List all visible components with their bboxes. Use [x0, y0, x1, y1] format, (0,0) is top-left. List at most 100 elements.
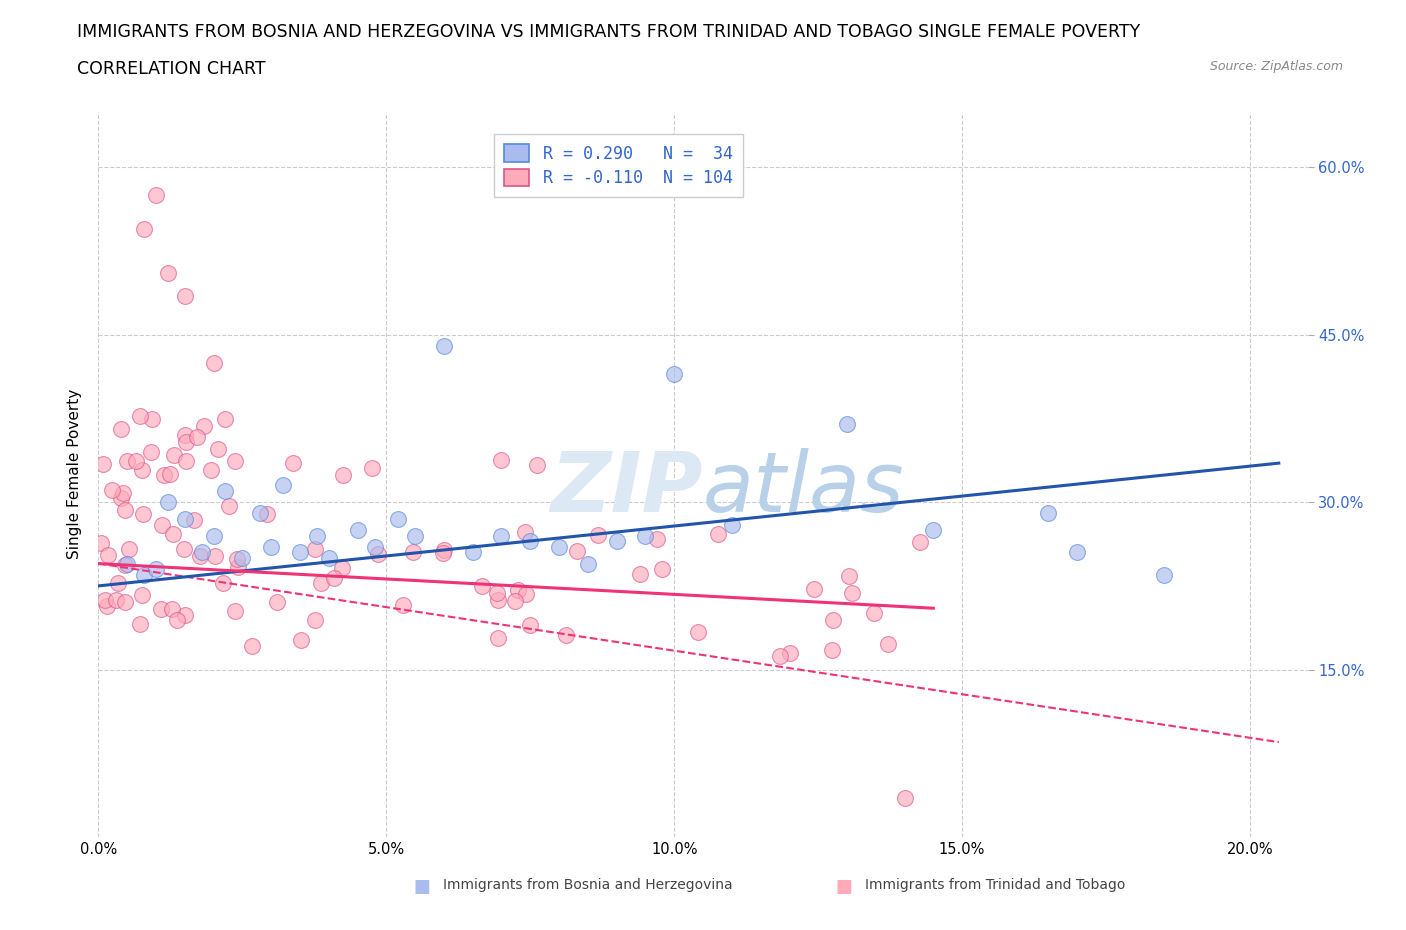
Point	[330, 561, 353, 576]
Point	[224, 453, 246, 468]
Point	[862, 606, 884, 621]
Point	[186, 430, 208, 445]
Point	[1153, 567, 1175, 582]
Point	[260, 539, 283, 554]
Point	[173, 512, 195, 526]
Point	[271, 478, 294, 493]
Point	[94, 593, 117, 608]
Point	[145, 188, 167, 203]
Point	[367, 547, 389, 562]
Point	[93, 457, 115, 472]
Point	[266, 594, 288, 609]
Point	[513, 525, 536, 539]
Text: ZIP: ZIP	[550, 448, 703, 529]
Point	[346, 523, 368, 538]
Point	[156, 495, 179, 510]
Point	[90, 535, 112, 550]
Point	[893, 790, 915, 805]
Text: Immigrants from Bosnia and Herzegovina: Immigrants from Bosnia and Herzegovina	[443, 878, 733, 893]
Point	[204, 549, 226, 564]
Point	[1066, 545, 1088, 560]
Point	[159, 466, 181, 481]
Point	[835, 417, 858, 432]
Point	[586, 528, 609, 543]
Point	[156, 266, 179, 281]
Point	[173, 288, 195, 303]
Point	[141, 445, 163, 459]
Point	[96, 599, 118, 614]
Point	[183, 512, 205, 527]
Point	[134, 221, 156, 236]
Point	[645, 532, 668, 547]
Point	[361, 461, 384, 476]
Point	[153, 468, 176, 483]
Point	[145, 562, 167, 577]
Point	[664, 366, 686, 381]
Point	[214, 411, 236, 426]
Point	[841, 585, 863, 600]
Point	[191, 545, 214, 560]
Point	[526, 458, 548, 472]
Text: Source: ZipAtlas.com: Source: ZipAtlas.com	[1209, 60, 1343, 73]
Point	[226, 551, 249, 566]
Point	[290, 632, 312, 647]
Point	[115, 556, 138, 571]
Point	[707, 526, 730, 541]
Point	[519, 618, 541, 632]
Point	[769, 648, 792, 663]
Point	[114, 502, 136, 517]
Point	[249, 506, 271, 521]
Point	[838, 568, 860, 583]
Point	[110, 491, 132, 506]
Point	[107, 576, 129, 591]
Point	[491, 453, 513, 468]
Point	[821, 613, 844, 628]
Point	[288, 545, 311, 560]
Point	[131, 463, 153, 478]
Point	[150, 517, 173, 532]
Point	[131, 588, 153, 603]
Text: Immigrants from Trinidad and Tobago: Immigrants from Trinidad and Tobago	[865, 878, 1125, 893]
Point	[124, 454, 146, 469]
Point	[565, 544, 588, 559]
Point	[188, 549, 211, 564]
Point	[311, 576, 333, 591]
Point	[202, 528, 225, 543]
Point	[134, 567, 156, 582]
Text: ▪: ▪	[834, 871, 853, 899]
Point	[132, 507, 155, 522]
Point	[218, 498, 240, 513]
Point	[686, 625, 709, 640]
Point	[519, 534, 541, 549]
Point	[174, 434, 197, 449]
Point	[97, 548, 120, 563]
Point	[231, 551, 253, 565]
Point	[110, 422, 132, 437]
Point	[212, 576, 235, 591]
Point	[111, 485, 134, 500]
Point	[404, 528, 426, 543]
Point	[555, 627, 578, 642]
Point	[628, 566, 651, 581]
Point	[433, 339, 456, 353]
Point	[214, 484, 236, 498]
Point	[318, 551, 340, 565]
Point	[115, 454, 138, 469]
Point	[908, 535, 931, 550]
Point	[104, 592, 127, 607]
Legend: R = 0.290   N =  34, R = -0.110  N = 104: R = 0.290 N = 34, R = -0.110 N = 104	[494, 135, 742, 197]
Point	[193, 418, 215, 433]
Point	[173, 428, 195, 443]
Point	[129, 617, 152, 631]
Point	[485, 586, 508, 601]
Point	[304, 541, 326, 556]
Point	[720, 517, 742, 532]
Text: CORRELATION CHART: CORRELATION CHART	[77, 60, 266, 78]
Point	[176, 454, 198, 469]
Point	[114, 594, 136, 609]
Point	[402, 544, 425, 559]
Point	[256, 507, 278, 522]
Point	[548, 539, 571, 554]
Point	[392, 598, 415, 613]
Point	[779, 645, 801, 660]
